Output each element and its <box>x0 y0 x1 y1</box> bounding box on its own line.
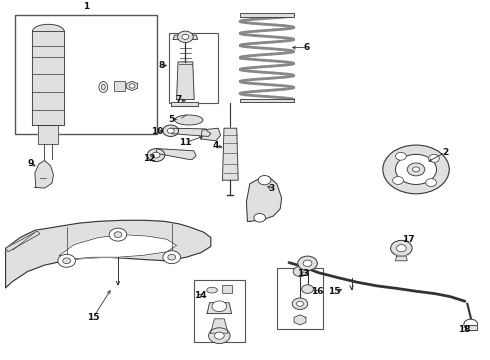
Circle shape <box>298 256 318 270</box>
Text: 6: 6 <box>304 43 310 52</box>
Polygon shape <box>171 102 197 105</box>
Circle shape <box>392 176 403 184</box>
Circle shape <box>163 125 178 136</box>
Text: 8: 8 <box>159 61 165 70</box>
Circle shape <box>293 266 307 276</box>
Polygon shape <box>207 303 232 314</box>
Ellipse shape <box>99 82 108 93</box>
Circle shape <box>391 240 412 256</box>
Circle shape <box>182 34 189 39</box>
Circle shape <box>383 145 449 194</box>
Circle shape <box>63 258 71 264</box>
Circle shape <box>167 128 174 133</box>
Circle shape <box>215 332 224 339</box>
Bar <box>222 285 232 293</box>
Polygon shape <box>32 31 64 125</box>
Bar <box>240 99 294 103</box>
Polygon shape <box>35 161 53 188</box>
Circle shape <box>254 213 266 222</box>
Text: 10: 10 <box>151 127 163 136</box>
Circle shape <box>302 285 314 293</box>
Polygon shape <box>126 81 138 91</box>
Circle shape <box>152 152 160 158</box>
Circle shape <box>129 84 135 88</box>
Text: 15: 15 <box>328 287 341 296</box>
Text: 5: 5 <box>169 115 175 124</box>
Circle shape <box>147 149 165 162</box>
Bar <box>240 13 294 17</box>
Circle shape <box>303 260 312 266</box>
Circle shape <box>292 298 308 310</box>
Polygon shape <box>173 35 197 39</box>
Circle shape <box>58 254 75 267</box>
Circle shape <box>109 228 127 241</box>
Circle shape <box>209 328 230 343</box>
Text: 15: 15 <box>87 312 100 321</box>
Circle shape <box>258 176 271 185</box>
Circle shape <box>396 245 406 252</box>
Text: 11: 11 <box>179 138 192 147</box>
Circle shape <box>163 251 180 264</box>
Polygon shape <box>156 149 196 159</box>
Text: 4: 4 <box>213 141 219 150</box>
Polygon shape <box>38 125 58 144</box>
Polygon shape <box>171 128 211 136</box>
Text: 17: 17 <box>402 235 415 244</box>
Circle shape <box>413 167 419 172</box>
Bar <box>15 15 157 134</box>
Ellipse shape <box>174 115 203 125</box>
Circle shape <box>114 232 122 238</box>
Text: 14: 14 <box>194 291 206 300</box>
Polygon shape <box>294 315 306 325</box>
Circle shape <box>177 31 193 42</box>
Text: 7: 7 <box>176 95 182 104</box>
Circle shape <box>212 301 227 312</box>
Text: 16: 16 <box>311 287 323 296</box>
Polygon shape <box>5 220 211 288</box>
Ellipse shape <box>101 84 105 90</box>
Polygon shape <box>32 24 64 31</box>
Polygon shape <box>395 256 407 261</box>
Polygon shape <box>201 128 220 141</box>
Circle shape <box>407 163 425 176</box>
Text: 2: 2 <box>442 148 448 157</box>
Circle shape <box>464 319 478 329</box>
Text: 3: 3 <box>269 184 275 193</box>
Text: 12: 12 <box>144 154 156 163</box>
Circle shape <box>395 154 437 184</box>
Polygon shape <box>465 325 477 330</box>
Polygon shape <box>211 319 228 333</box>
Ellipse shape <box>207 287 218 293</box>
Polygon shape <box>222 128 238 180</box>
Text: 9: 9 <box>28 159 34 168</box>
Circle shape <box>426 179 437 186</box>
Text: 18: 18 <box>458 325 470 334</box>
Text: 13: 13 <box>297 269 310 278</box>
Circle shape <box>168 254 175 260</box>
Polygon shape <box>176 62 194 100</box>
Bar <box>169 33 218 103</box>
Circle shape <box>296 301 303 306</box>
Bar <box>277 268 323 329</box>
Text: 1: 1 <box>83 2 89 11</box>
Polygon shape <box>5 231 40 252</box>
Polygon shape <box>59 235 176 259</box>
Circle shape <box>395 152 406 160</box>
Circle shape <box>429 154 440 162</box>
Bar <box>114 81 125 91</box>
Bar <box>194 280 245 342</box>
Polygon shape <box>246 177 282 221</box>
